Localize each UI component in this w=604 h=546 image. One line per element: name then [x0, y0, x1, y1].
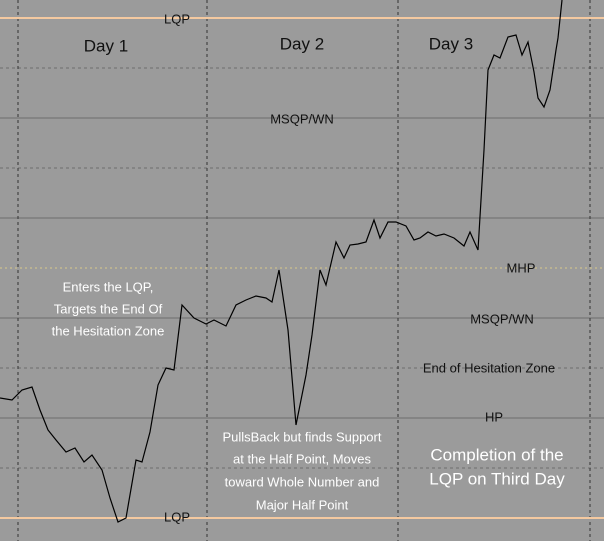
annotation: PullsBack but finds Support: [223, 429, 382, 444]
annotation: LQP on Third Day: [429, 469, 565, 488]
annotation: at the Half Point, Moves: [233, 451, 372, 466]
annotation: the Hesitation Zone: [52, 323, 165, 338]
level-label: End of Hesitation Zone: [423, 360, 555, 375]
annotation: Completion of the: [430, 445, 563, 464]
level-label: LQP: [164, 509, 190, 524]
annotation: Major Half Point: [256, 497, 349, 512]
annotation: Enters the LQP,: [63, 279, 154, 294]
level-label: MHP: [507, 260, 536, 275]
annotation: toward Whole Number and: [225, 474, 380, 489]
day-label: Day 2: [280, 34, 324, 53]
day-label: Day 1: [84, 36, 128, 55]
price-line: [0, 0, 563, 523]
level-label: MSQP/WN: [470, 311, 534, 326]
level-label: HP: [485, 409, 503, 424]
level-label: LQP: [164, 11, 190, 26]
annotation: Targets the End Of: [54, 301, 163, 316]
day-label: Day 3: [429, 34, 473, 53]
level-label: MSQP/WN: [270, 111, 334, 126]
